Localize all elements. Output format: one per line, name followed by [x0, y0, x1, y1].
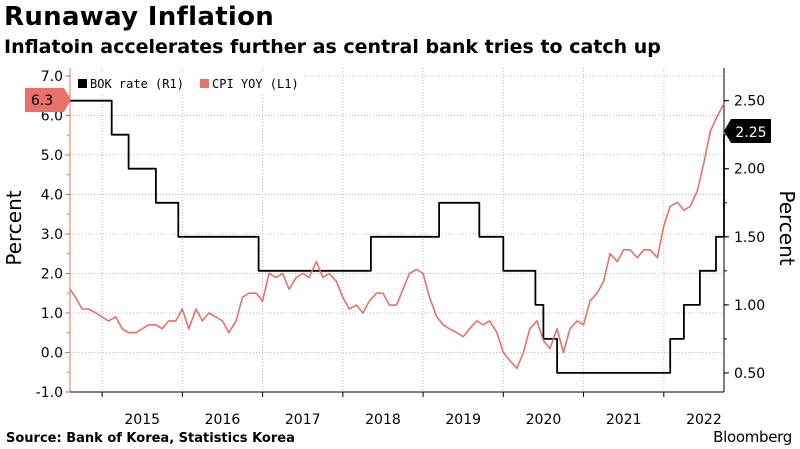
x-tick-label: 2017: [285, 412, 321, 428]
gridlines: [70, 68, 724, 392]
legend-swatch-cpi: [200, 79, 209, 88]
legend: BOK rate (R1) CPI YOY (L1): [71, 73, 304, 95]
bok-last-callout-box: [724, 119, 771, 143]
x-tick-label: 2020: [526, 412, 562, 428]
left-tick-label: 6.0: [41, 108, 63, 124]
left-axis-title: Percent: [2, 190, 26, 265]
chart-subtitle: Inflatoin accelerates further as central…: [4, 36, 661, 58]
x-tick-label: 2015: [124, 412, 160, 428]
left-tick-label: 5.0: [41, 148, 63, 164]
right-axis-title: Percent: [775, 190, 799, 265]
right-axis-ticks: 2.50 2.00 1.50 1.00 0.50: [724, 94, 765, 382]
x-axis-ticks: 2015 2016 2017 2018 2019 2020 2021 2022: [101, 392, 722, 428]
x-tick-label: 2022: [686, 412, 722, 428]
right-tick-label: 0.50: [734, 366, 765, 382]
legend-background: [71, 73, 304, 95]
legend-swatch-bok: [78, 79, 87, 88]
right-tick-label: 2.50: [734, 94, 765, 110]
legend-label-bok: BOK rate (R1): [90, 77, 184, 91]
cpi-last-callout: 6.3: [25, 88, 71, 112]
cpi-last-callout-label: 6.3: [31, 93, 53, 109]
left-tick-label: 4.0: [41, 187, 63, 203]
x-tick-label: 2016: [205, 412, 241, 428]
bloomberg-logo: Bloomberg: [713, 428, 792, 446]
right-tick-label: 2.00: [734, 162, 765, 178]
left-tick-label: 2.0: [41, 266, 63, 282]
source-note: Source: Bank of Korea, Statistics Korea: [6, 431, 295, 446]
legend-label-cpi: CPI YOY (L1): [212, 77, 299, 91]
right-tick-label: 1.00: [734, 298, 765, 314]
x-tick-label: 2021: [606, 412, 642, 428]
bok-last-callout: 2.25: [724, 119, 771, 143]
left-tick-label: 0.0: [41, 345, 63, 361]
x-tick-label: 2018: [365, 412, 401, 428]
x-tick-label: 2019: [445, 412, 481, 428]
bok-last-callout-label: 2.25: [735, 125, 766, 141]
right-tick-label: 1.50: [734, 230, 765, 246]
bok-rate-line: [70, 99, 725, 374]
left-tick-label: -1.0: [36, 385, 63, 401]
chart-title: Runaway Inflation: [4, 2, 275, 32]
series-layer: [69, 99, 725, 374]
cpi-last-callout-box: [25, 88, 71, 112]
left-axis-ticks: 7.0 6.0 5.0 4.0 3.0 2.0 1.0 0.0 -1.0: [36, 69, 70, 401]
left-tick-label: 7.0: [41, 69, 63, 85]
left-tick-label: 3.0: [41, 227, 63, 243]
cpi-yoy-line: [69, 103, 725, 370]
left-tick-label: 1.0: [41, 306, 63, 322]
